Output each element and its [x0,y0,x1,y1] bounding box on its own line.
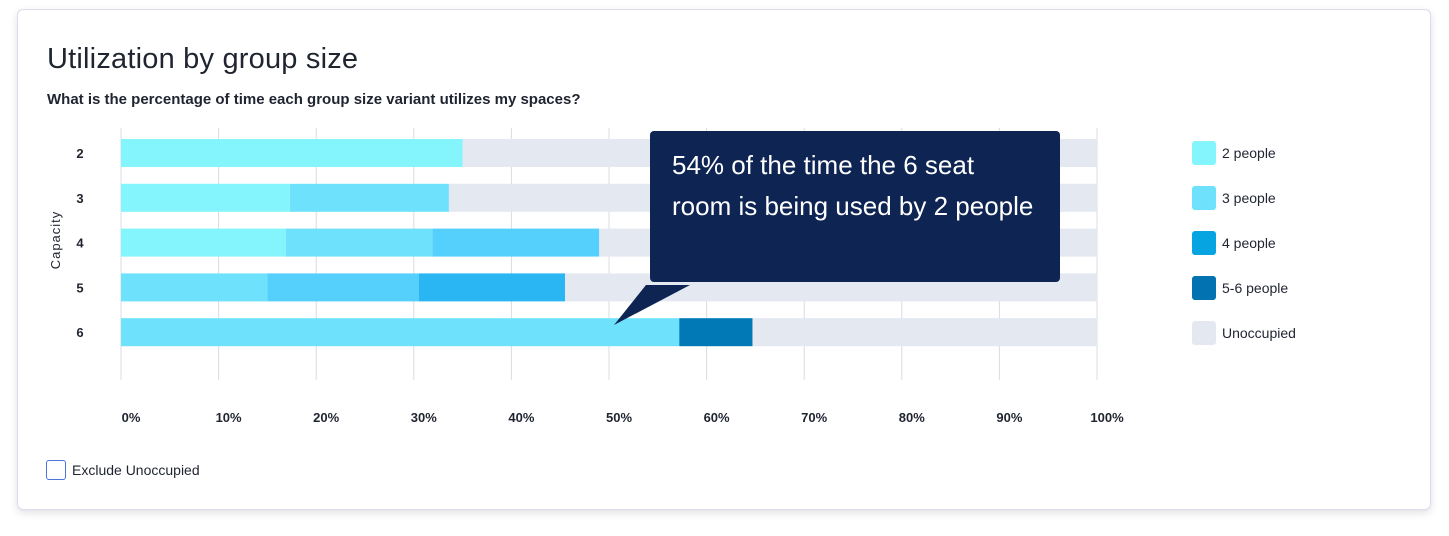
legend-item-unoccupied[interactable]: Unoccupied [1192,320,1296,345]
callout-tooltip: 54% of the time the 6 seat room is being… [650,131,1060,282]
legend-swatch [1192,230,1216,255]
bar-segment-4-people[interactable] [432,228,600,257]
exclude-unoccupied-toggle[interactable]: Exclude Unoccupied [46,460,200,480]
bar-segment-2-people[interactable] [121,228,286,257]
bar-segment-4-people[interactable] [267,273,419,302]
legend-swatch [1192,185,1216,210]
x-tick-label: 20% [313,410,339,425]
legend-label: Unoccupied [1222,324,1296,341]
bar-segment-2-people[interactable] [121,183,290,212]
chart-title: Utilization by group size [47,43,359,75]
axis-labels: 0% 10% 20% 30% 40% 50% 60% 70% 80% 90% 100% 2 3 4 5 6 [76,146,1124,425]
legend-item-3-people[interactable]: 3 people [1192,185,1296,210]
y-tick-label: 2 [76,146,83,161]
x-tick-label: 90% [996,410,1022,425]
y-tick-label: 3 [76,191,83,206]
y-axis-title: Capacity [48,211,63,270]
legend-label: 3 people [1222,189,1276,206]
y-tick-label: 6 [76,325,83,340]
x-tick-label: 80% [899,410,925,425]
bar-segment-4-people[interactable] [418,273,566,302]
legend-swatch [1192,140,1216,165]
bar-segment-2-people[interactable] [121,139,463,167]
legend-swatch [1192,275,1216,300]
y-tick-label: 4 [76,236,84,251]
bar-segment-5-6-people[interactable] [679,318,753,347]
bar-segment-3-people[interactable] [121,273,268,302]
y-tick-label: 5 [76,280,83,295]
bar-segment-3-people[interactable] [285,228,433,257]
legend-label: 5-6 people [1222,279,1289,296]
chart-card: Utilization by group size What is the pe… [17,9,1431,510]
x-tick-label: 10% [216,410,242,425]
legend-item-4-people[interactable]: 4 people [1192,230,1296,255]
x-tick-label: 60% [704,410,730,425]
x-tick-label: 70% [801,410,827,425]
x-tick-label: 50% [606,410,632,425]
chart-subtitle: What is the percentage of time each grou… [47,91,581,108]
bar-segment-3-people[interactable] [289,183,449,212]
legend-label: 2 people [1222,144,1276,161]
x-tick-label: 40% [508,410,534,425]
x-tick-label: 100% [1090,410,1124,425]
exclude-unoccupied-checkbox[interactable] [46,460,66,480]
legend-label: 4 people [1222,234,1276,251]
chart-legend: 2 people 3 people 4 people 5-6 people Un… [1192,140,1296,365]
legend-item-5-6-people[interactable]: 5-6 people [1192,275,1296,300]
bar-segment-unoccupied[interactable] [752,318,1097,347]
legend-item-2-people[interactable]: 2 people [1192,140,1296,165]
x-tick-label: 0% [122,410,141,425]
bar-segment-3-people[interactable] [121,318,680,347]
legend-swatch [1192,320,1216,345]
exclude-unoccupied-label: Exclude Unoccupied [72,462,200,478]
callout-pointer [614,285,690,325]
x-tick-label: 30% [411,410,437,425]
